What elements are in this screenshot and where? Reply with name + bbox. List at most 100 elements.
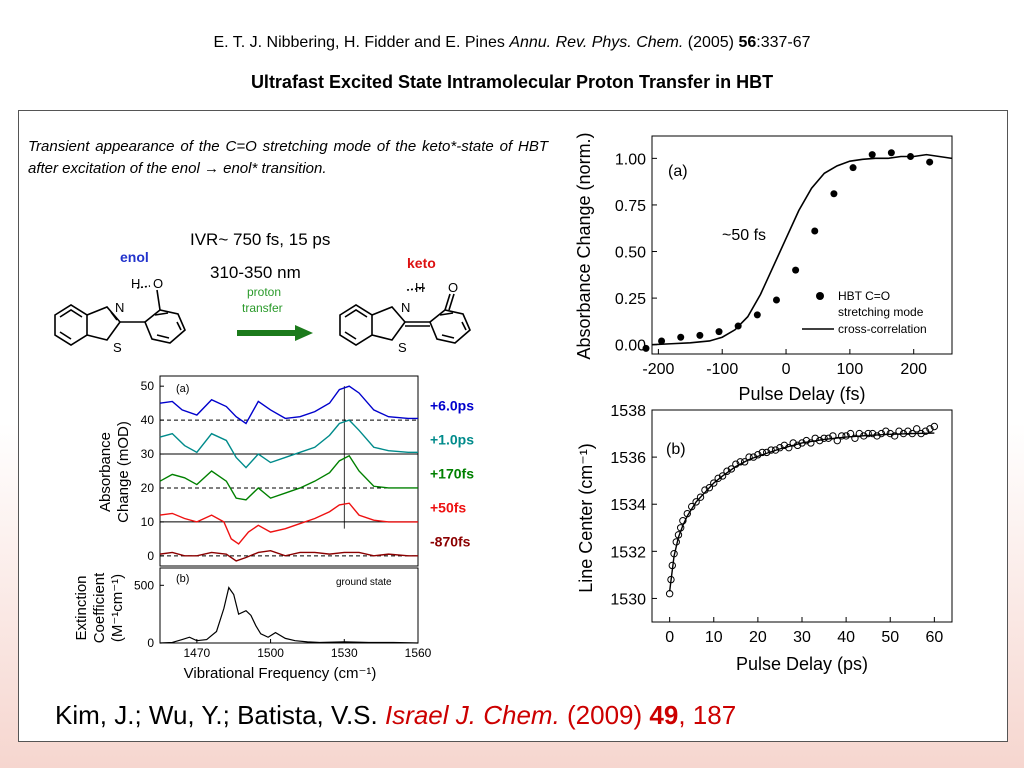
ref-pages: :337-67 [756, 34, 811, 51]
spectra-ytick-label: 50 [141, 379, 155, 393]
fs-data-point [849, 164, 857, 172]
ps-data-point [917, 429, 925, 438]
ps-data-point [674, 531, 683, 539]
ps-data-point [860, 432, 868, 440]
fs-ylabel: Absorbance Change (norm.) [574, 132, 594, 359]
ps-data-point [838, 432, 846, 440]
spectra-ylabel-2: Change (mOD) [115, 421, 132, 523]
ps-ytick-label: 1536 [610, 450, 646, 467]
ps-data-point [736, 458, 744, 466]
ps-data-point [727, 465, 736, 473]
fs-legend-line-label: cross-correlation [838, 322, 927, 336]
ps-data-point [811, 434, 819, 442]
enol-atom-s: S [113, 340, 122, 355]
ps-data-point [868, 429, 877, 438]
ps-ylabel: Line Center (cm⁻¹) [576, 443, 596, 593]
spectrum-line-0 [159, 385, 418, 425]
ps-data-point [710, 479, 718, 487]
ps-data-point [886, 429, 894, 438]
ps-data-point [776, 443, 784, 452]
fs-ytick-label: 0.75 [615, 198, 646, 215]
ps-data-point [696, 493, 705, 501]
ps-data-point [890, 432, 899, 440]
ps-data-point [714, 474, 722, 483]
extinction-ytick-label: 500 [134, 578, 154, 592]
enol-label: enol [120, 249, 149, 265]
ps-xtick-label: 10 [705, 629, 723, 646]
ps-data-point [926, 425, 934, 433]
ps-data-point [908, 429, 916, 438]
fs-data-point [677, 333, 685, 341]
ps-data-point [833, 436, 841, 445]
spectra-xlabel: Vibrational Frequency (cm⁻¹) [184, 665, 377, 682]
fs-data-point [926, 158, 934, 166]
extinction-ylabel-2: Coefficient [91, 572, 108, 643]
fs-data-point [642, 344, 650, 352]
ps-ytick-label: 1530 [610, 591, 646, 608]
keto-atom-n: N [401, 300, 410, 315]
ps-data-point [873, 432, 881, 440]
spectrum-line-3 [159, 502, 418, 545]
spectra-ytick-label: 0 [147, 549, 154, 563]
ps-data-point [705, 484, 714, 492]
spectra-ytick-label: 20 [141, 481, 155, 495]
ps-xlabel: Pulse Delay (ps) [736, 654, 868, 674]
enol-atom-h: H [131, 276, 140, 291]
fs-xtick-label: 0 [782, 361, 791, 378]
keto-atom-s: S [398, 340, 407, 355]
series-label-4: -870fs [430, 533, 471, 549]
fs-xlabel: Pulse Delay (fs) [738, 384, 865, 404]
fs-xtick-label: 200 [900, 361, 927, 378]
ps-data-point [807, 439, 815, 447]
citation-authors: Kim, J.; Wu, Y.; Batista, V.S. [55, 700, 385, 730]
ps-data-point [829, 432, 837, 440]
ref-year: (2005) [683, 34, 739, 51]
ps-data-point [668, 561, 676, 570]
fs-axes [651, 135, 953, 355]
fs-ytick-label: 0.00 [615, 338, 646, 355]
ps-data-point [789, 439, 797, 447]
spectra-ytick-label: 40 [141, 413, 155, 427]
citation-pages: , 187 [678, 700, 737, 730]
fs-data-point [734, 322, 742, 330]
fs-data-point [811, 227, 819, 235]
keto-atom-h: H [415, 280, 424, 295]
fs-panel-label: (a) [668, 163, 688, 180]
ps-xtick-label: 20 [749, 629, 767, 646]
ground-state-line [159, 586, 419, 644]
ps-data-point [930, 422, 939, 431]
ps-data-point [740, 458, 749, 466]
ps-data-point [895, 427, 903, 435]
fs-data-point [772, 296, 780, 304]
ps-xtick-label: 0 [665, 629, 674, 646]
fs-xtick-label: -100 [706, 361, 738, 378]
ps-data-point [676, 524, 685, 532]
ref-authors: E. T. J. Nibbering, H. Fidder and E. Pin… [213, 34, 510, 51]
fs-legend-points: HBT C=O [838, 289, 890, 303]
ps-data-point [745, 453, 753, 461]
reference-line: E. T. J. Nibbering, H. Fidder and E. Pin… [0, 34, 1024, 52]
ps-data-point [780, 441, 789, 450]
ps-data-point [824, 434, 833, 442]
ps-xtick-label: 40 [837, 629, 855, 646]
arrow-label-proton: proton [247, 285, 281, 299]
ps-data-point [851, 434, 859, 442]
ps-data-point [882, 427, 890, 435]
ps-data-point [820, 434, 828, 442]
reaction-scheme: enol H O N S proton transfer keto [54, 249, 471, 355]
ps-data-point [754, 451, 762, 459]
kinetics-fs-chart: 0.000.250.500.751.00-200 -100 0 100 200 (a) … [574, 132, 953, 404]
ps-data-point [846, 429, 855, 438]
ps-data-point [921, 427, 930, 435]
fs-data-point [696, 331, 704, 339]
line-center-fit-curve [668, 432, 935, 592]
ps-ytick-label: 1534 [610, 497, 646, 514]
ivr-label: IVR~ 750 fs, 15 ps [190, 230, 331, 249]
figure-caption: Transient appearance of the C=O stretchi… [28, 138, 548, 177]
spectra-ytick-label: 10 [141, 515, 155, 529]
spectra-axes [159, 375, 419, 644]
ps-data-point [771, 446, 780, 454]
ps-data-point [899, 429, 908, 438]
ps-data-point [688, 502, 696, 511]
